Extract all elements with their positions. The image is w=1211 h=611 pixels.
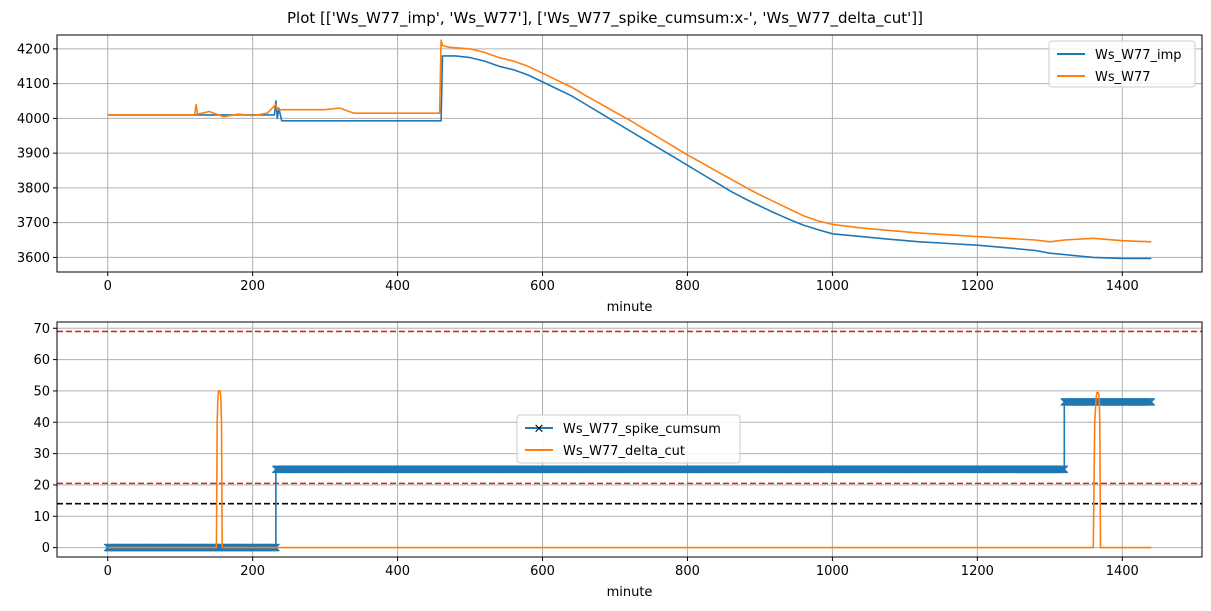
series-ws-w77-spike-cumsum-x-markers: [271, 465, 1069, 474]
top-xtick-label: 1000: [816, 279, 849, 294]
top-ytick-label: 4200: [17, 42, 50, 57]
bottom-xtick-label: 0: [104, 564, 112, 579]
top-ytick-label: 3900: [17, 147, 50, 162]
bottom-xtick-label: 600: [530, 564, 555, 579]
series-ws-w77-imp-line: [107, 55, 1152, 260]
top-ytick-label: 3600: [17, 251, 50, 266]
series-ws-w77-spike-cumsum-markers-1: [271, 465, 1069, 474]
bottom-legend-box: [516, 414, 741, 464]
top-legend-box: [1048, 40, 1196, 88]
top-ytick-label: 3800: [17, 181, 50, 196]
series-ws-w77-line: [107, 39, 1152, 243]
bottom-ytick-label: 0: [42, 541, 50, 556]
legend-ws-w77-imp-label: Ws_W77_imp: [1095, 48, 1182, 63]
legend-spike-cumsum-x-marker: ×: [534, 422, 545, 437]
bottom-ticks: 0 200 400 600 800 1000 1200 1400 0 10 20 30 40 50 60 70: [33, 322, 1138, 579]
bottom-ytick-label: 60: [33, 353, 50, 368]
bottom-ytick-label: 30: [33, 447, 50, 462]
bottom-xtick-label: 1400: [1106, 564, 1139, 579]
top-series-group: [107, 39, 1152, 260]
legend-spike-cumsum-label: Ws_W77_spike_cumsum: [563, 422, 721, 437]
top-xtick-label: 200: [240, 279, 265, 294]
bottom-xtick-label: 1200: [961, 564, 994, 579]
top-xtick-label: 800: [675, 279, 700, 294]
top-xtick-label: 1200: [961, 279, 994, 294]
bottom-ytick-label: 20: [33, 478, 50, 493]
top-xtick-label: 400: [385, 279, 410, 294]
top-xtick-label: 1400: [1106, 279, 1139, 294]
bottom-ytick-label: 50: [33, 384, 50, 399]
top-ytick-label: 4100: [17, 77, 50, 92]
top-gridlines: [57, 35, 1202, 272]
bottom-legend: × Ws_W77_spike_cumsum Ws_W77_delta_cut: [516, 414, 741, 464]
top-legend: Ws_W77_imp Ws_W77: [1048, 40, 1196, 88]
figure-title: Plot [['Ws_W77_imp', 'Ws_W77'], ['Ws_W77…: [287, 9, 923, 28]
bottom-ytick-label: 10: [33, 510, 50, 525]
series-ws-w77-spike-cumsum-x-markers: [1060, 397, 1156, 406]
top-ytick-label: 3700: [17, 216, 50, 231]
top-ytick-label: 4000: [17, 112, 50, 127]
bottom-ytick-label: 70: [33, 322, 50, 337]
series-ws-w77-spike-cumsum-markers-2: [1060, 397, 1156, 406]
bottom-chart: 0 200 400 600 800 1000 1200 1400 0 10 20 30 40 50 60 70…: [33, 321, 1203, 600]
legend-delta-cut-label: Ws_W77_delta_cut: [563, 444, 685, 459]
bottom-xtick-label: 800: [675, 564, 700, 579]
bottom-xtick-label: 1000: [816, 564, 849, 579]
bottom-series-group: [103, 390, 1156, 552]
bottom-threshold-lines: [57, 330, 1202, 505]
top-xtick-label: 0: [104, 279, 112, 294]
top-chart: 0 200 400 600 800 1000 1200 1400 3600 3700 3800 390…: [17, 34, 1203, 315]
series-ws-w77-delta-cut-line: [107, 390, 1152, 549]
top-xtick-label: 600: [530, 279, 555, 294]
bottom-x-axis-label: minute: [607, 585, 653, 600]
bottom-axes-frame: [56, 321, 1203, 558]
legend-ws-w77-label: Ws_W77: [1095, 70, 1151, 85]
bottom-xtick-label: 400: [385, 564, 410, 579]
top-x-axis-label: minute: [607, 300, 653, 315]
bottom-xtick-label: 200: [240, 564, 265, 579]
bottom-ytick-label: 40: [33, 416, 50, 431]
top-ticks: 0 200 400 600 800 1000 1200 1400 3600 3700 3800 390…: [17, 42, 1139, 294]
